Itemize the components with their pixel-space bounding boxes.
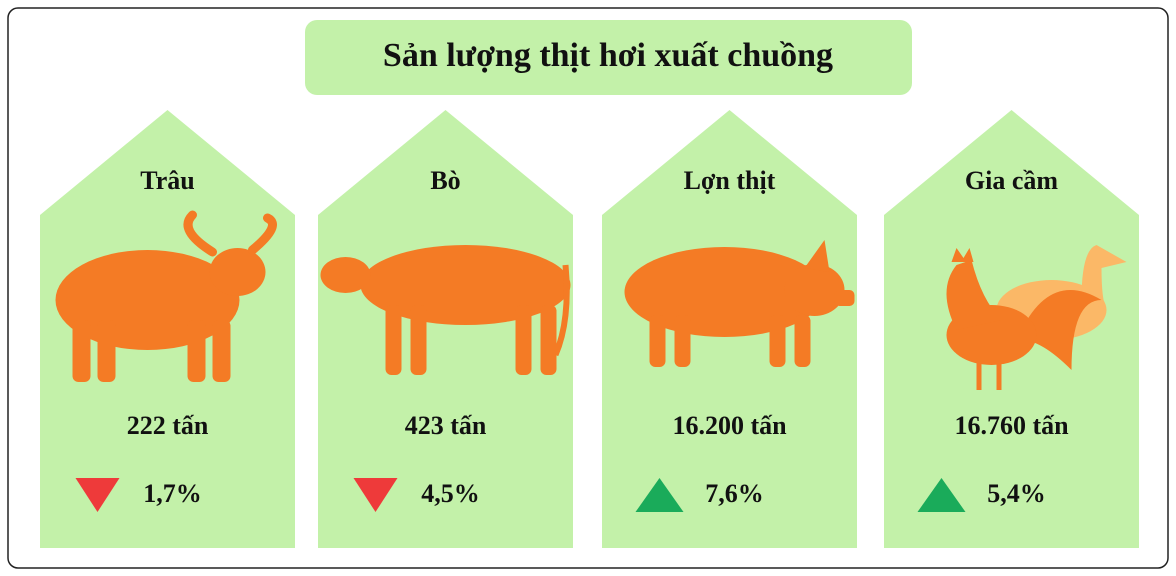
- leg: [997, 360, 1002, 390]
- leg: [386, 305, 402, 375]
- amount: 423 tấn: [405, 411, 487, 440]
- leg: [650, 315, 666, 367]
- card-label: Bò: [430, 166, 460, 195]
- change: 1,7%: [143, 479, 202, 508]
- infographic: Sản lượng thịt hơi xuất chuồng Trâu 222 t…: [0, 0, 1176, 576]
- title: Sản lượng thịt hơi xuất chuồng: [383, 37, 833, 74]
- leg: [675, 315, 691, 367]
- leg: [770, 315, 786, 367]
- leg: [516, 305, 532, 375]
- amount: 16.760 tấn: [954, 411, 1069, 440]
- change: 5,4%: [987, 479, 1046, 508]
- leg: [73, 320, 91, 382]
- leg: [541, 305, 557, 375]
- leg: [98, 320, 116, 382]
- leg: [213, 320, 231, 382]
- leg: [795, 315, 811, 367]
- head: [785, 264, 845, 316]
- amount: 16.200 tấn: [672, 411, 787, 440]
- leg: [977, 360, 982, 390]
- head: [321, 257, 371, 293]
- card-label: Gia cầm: [965, 166, 1058, 195]
- change: 4,5%: [421, 479, 480, 508]
- card-label: Lợn thịt: [684, 166, 776, 195]
- leg: [411, 305, 427, 375]
- head: [210, 248, 266, 296]
- card-label: Trâu: [140, 166, 194, 195]
- amount: 222 tấn: [127, 411, 209, 440]
- change: 7,6%: [705, 479, 764, 508]
- leg: [188, 320, 206, 382]
- snout: [835, 290, 855, 306]
